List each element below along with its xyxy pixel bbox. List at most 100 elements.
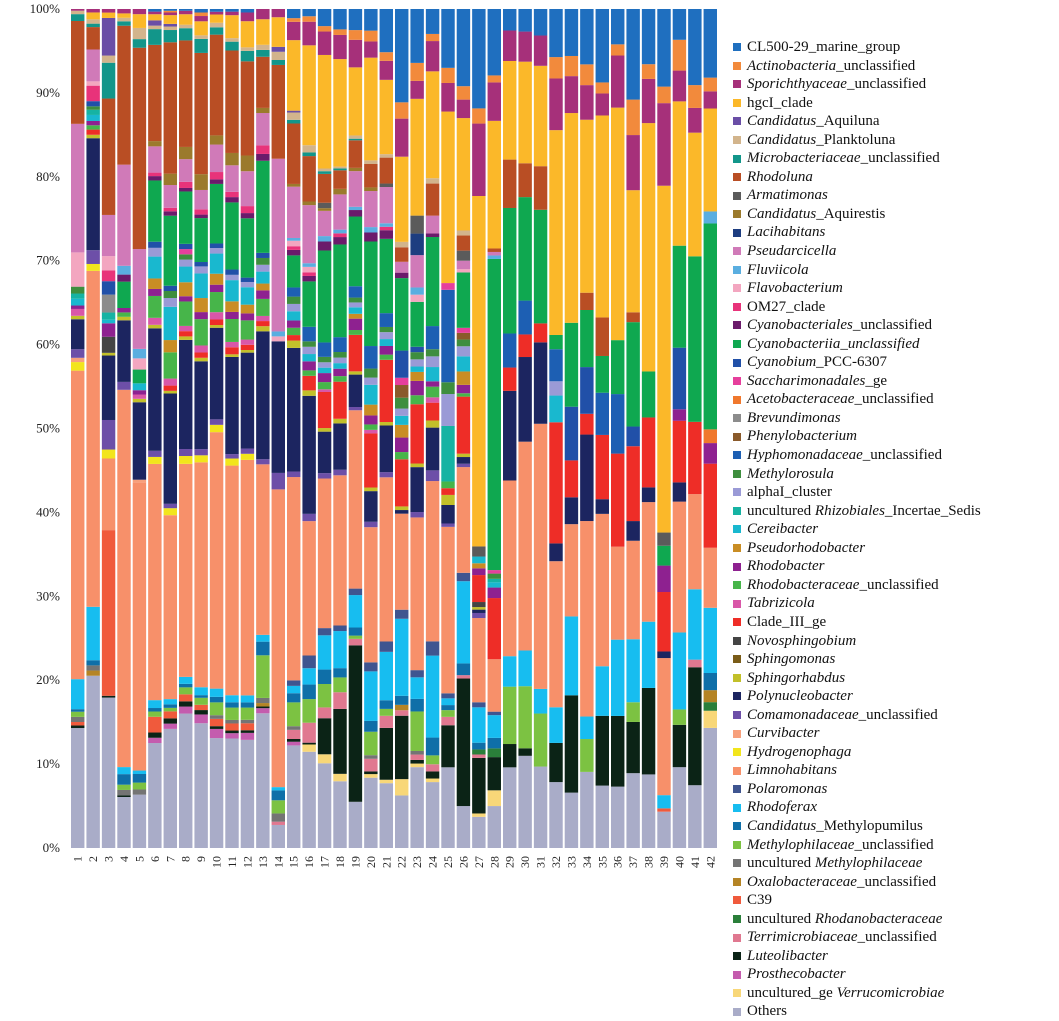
legend-swatch [733, 914, 741, 923]
bar-segment [317, 236, 332, 242]
bar-segment [395, 241, 409, 248]
bar-segment [271, 821, 285, 825]
bar-segment [518, 441, 532, 651]
x-tick-label: 30 [518, 856, 532, 868]
bar-segment [348, 801, 363, 848]
bar-segment [302, 152, 316, 157]
bar-segment [580, 292, 594, 310]
bar-sample-36 [611, 9, 625, 848]
bar-segment [256, 271, 270, 284]
bar-segment [425, 33, 440, 42]
bar-sample-12 [240, 9, 255, 848]
bar-segment [86, 134, 100, 139]
bar-segment [240, 9, 255, 13]
x-tick-label: 21 [379, 856, 393, 868]
legend-label: Cyanobacteriales_unclassified [747, 317, 932, 334]
x-tick-label: 27 [472, 856, 486, 868]
x-tick-label: 8 [179, 856, 193, 862]
legend-swatch [733, 210, 741, 219]
bar-segment [132, 27, 147, 40]
bar-segment [672, 767, 687, 848]
bar-sample-6 [148, 9, 162, 848]
bar-segment [441, 526, 455, 694]
bar-segment [441, 505, 455, 524]
bar-segment [302, 684, 316, 700]
bar-segment [410, 670, 424, 678]
bar-segment [364, 521, 378, 528]
bar-segment [487, 748, 501, 758]
bar-sample-4 [117, 9, 131, 848]
bar-segment [456, 384, 471, 394]
bar-segment [302, 9, 316, 17]
bar-segment [379, 727, 393, 780]
bar-segment [71, 21, 85, 124]
legend-swatch [733, 377, 741, 386]
bar-segment [379, 700, 393, 709]
bar-segment [549, 782, 563, 848]
bar-segment [148, 141, 162, 147]
bar-segment [425, 237, 440, 327]
legend-item: Acetobacteraceae_unclassified [733, 390, 1059, 409]
bar-segment [302, 521, 316, 656]
bar-segment [163, 285, 177, 291]
bar-segment [317, 382, 332, 390]
bar-segment [317, 478, 332, 629]
bar-segment [487, 75, 501, 83]
bar-segment [518, 650, 532, 687]
bar-segment [703, 429, 717, 444]
bar-segment [410, 767, 424, 848]
bar-segment [425, 737, 440, 756]
bar-segment [101, 98, 116, 215]
bar-segment [209, 432, 224, 689]
legend-label: Hydrogenophaga [747, 743, 852, 760]
bar-segment [132, 402, 147, 480]
bar-segment [256, 464, 270, 635]
bar-segment [317, 389, 332, 392]
bar-segment [672, 420, 687, 483]
legend-label: Rhodobacteraceae_unclassified [747, 576, 939, 593]
legend-label: Fluviicola [747, 261, 809, 278]
x-tick-label: 7 [163, 856, 177, 862]
bar-segment [302, 655, 316, 669]
bar-segment [302, 341, 316, 347]
bar-segment [441, 693, 455, 699]
bar-segment [287, 327, 301, 336]
bar-segment [456, 9, 471, 87]
bar-segment [657, 808, 671, 812]
bar-segment [287, 729, 301, 739]
y-axis: 0% 10% 20% 30% 40% 50% 60% 70% 80% 90% 100% [30, 1, 61, 855]
bar-segment [271, 46, 285, 52]
bar-segment [456, 581, 471, 664]
bar-segment [348, 210, 363, 217]
bar-segment [240, 61, 255, 156]
x-axis: 1 2 3 4 5 6 7 8 9 10 11 12 13 14 15 16 17 18 19 20 21 22 23 24 2… [71, 856, 718, 868]
bar-segment [86, 606, 100, 661]
legend-item: uncultured Rhodanobacteraceae [733, 910, 1059, 929]
bar-segment [209, 726, 224, 729]
x-tick-label: 24 [426, 856, 440, 868]
bar-segment [410, 287, 424, 295]
bar-segment [580, 771, 594, 848]
bar-sample-23 [410, 9, 424, 848]
bar-segment [333, 368, 347, 377]
bar-segment [364, 9, 378, 31]
legend-item: Candidatus_Aquiluna [733, 112, 1059, 131]
bar-segment [132, 383, 147, 391]
bar-segment [410, 371, 424, 381]
bar-segment [86, 665, 100, 671]
bar-segment [256, 257, 270, 265]
bar-segment [425, 349, 440, 357]
legend-swatch [733, 228, 741, 237]
bar-segment [379, 313, 393, 327]
bar-segment [395, 715, 409, 780]
bar-segment [611, 453, 625, 547]
bar-segment [379, 154, 393, 158]
bar-segment [626, 135, 640, 191]
bar-segment [333, 352, 347, 358]
bar-segment [333, 475, 347, 626]
bar-segment [364, 662, 378, 672]
legend-swatch [733, 525, 741, 534]
bar-segment [101, 281, 116, 295]
bar-segment [86, 675, 100, 848]
bar-sample-25 [441, 9, 455, 848]
